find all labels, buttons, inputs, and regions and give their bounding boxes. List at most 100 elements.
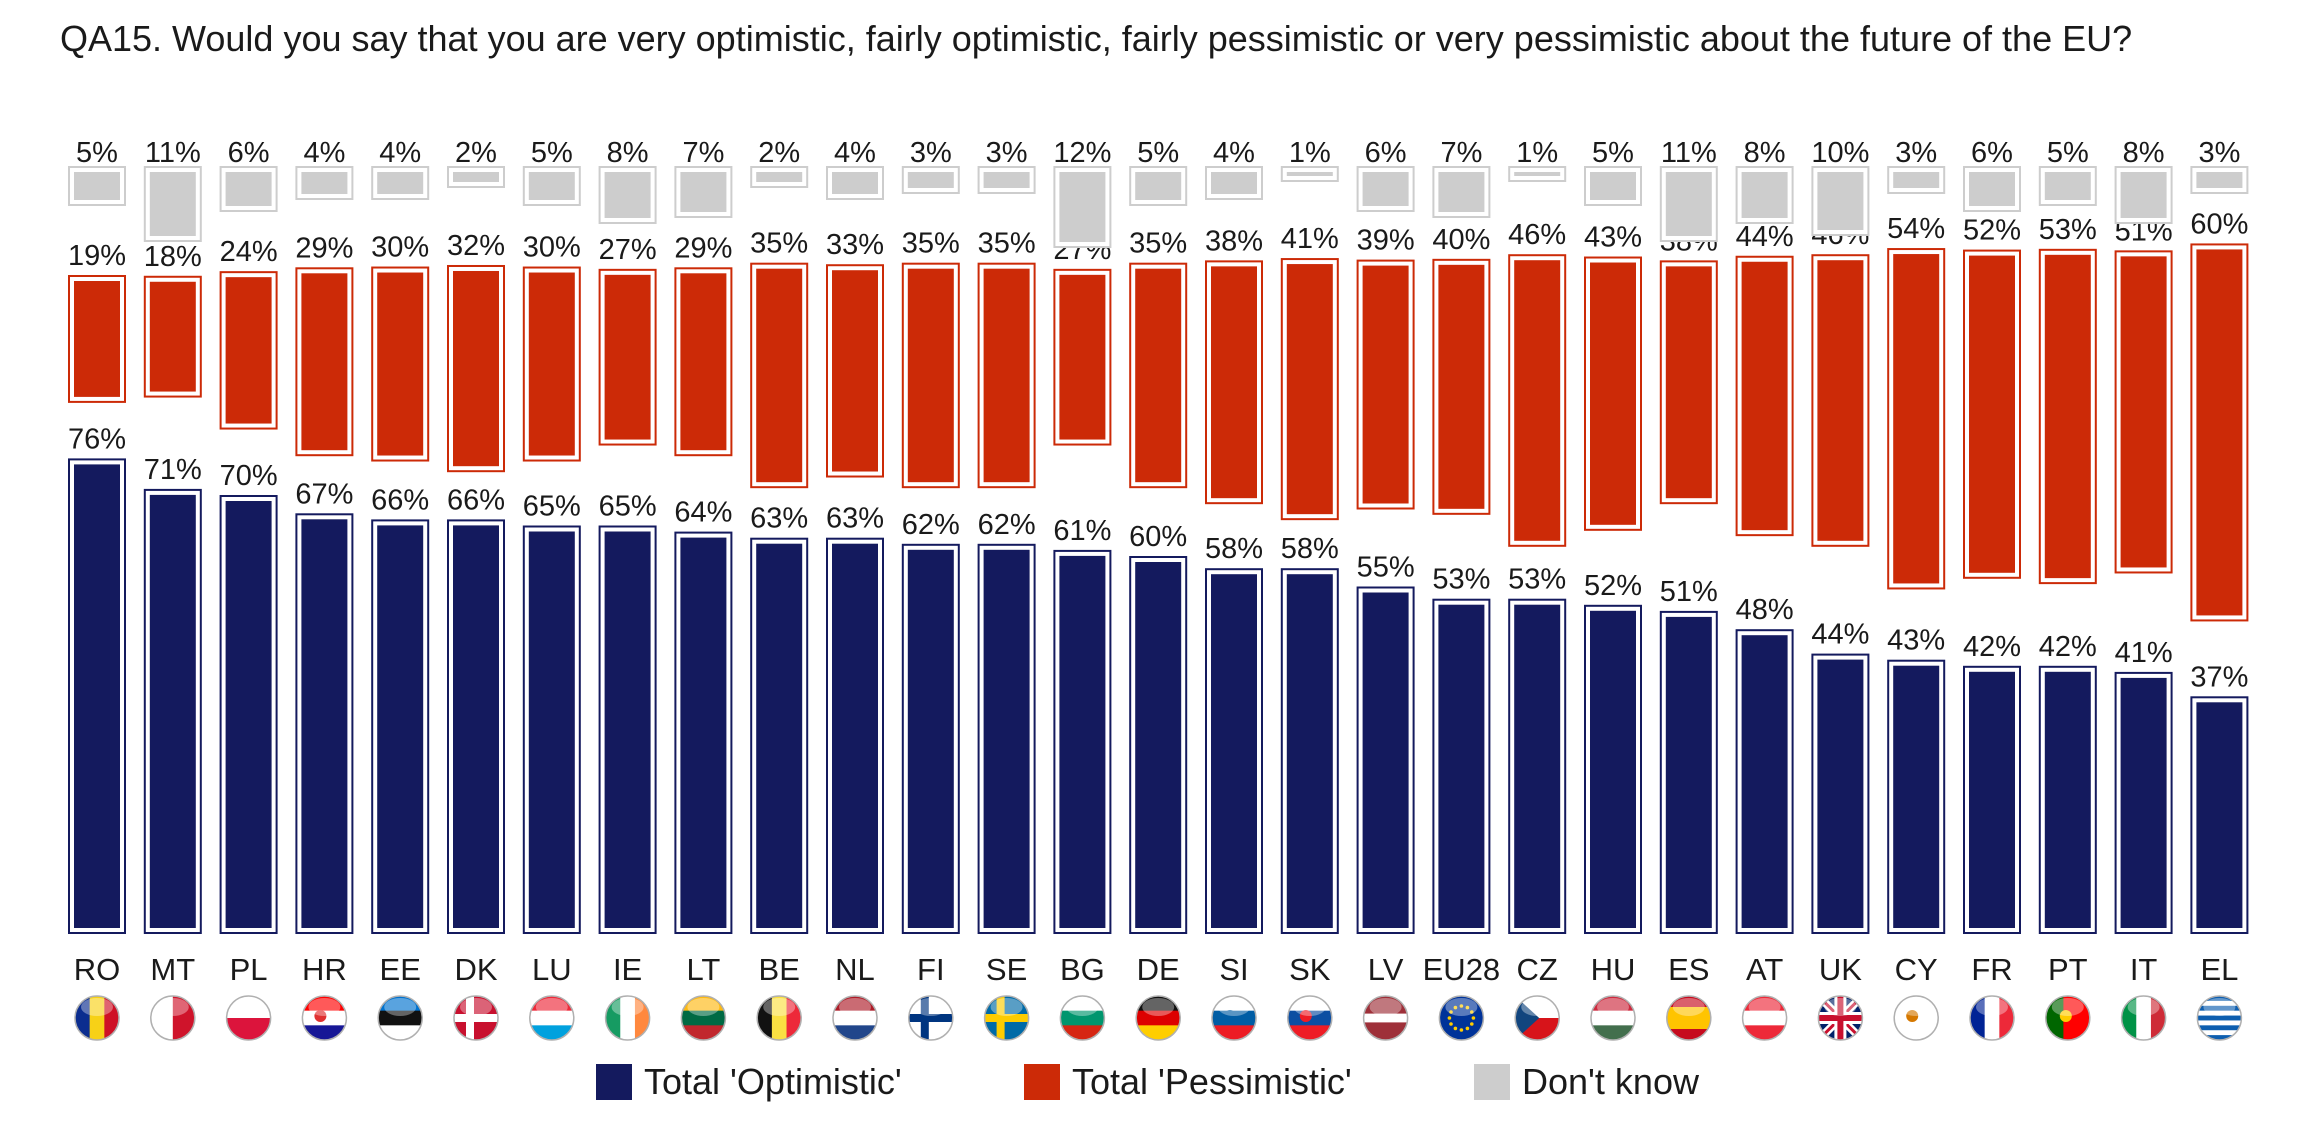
label-optimistic-ee: 66% (371, 484, 429, 516)
label-dont-know-ro: 5% (76, 137, 118, 169)
bar-optimistic-lu (528, 531, 575, 928)
label-dont-know-sk: 1% (1289, 137, 1331, 169)
bar-optimistic-pl (225, 501, 272, 928)
label-dont-know-es: 11% (1661, 137, 1717, 169)
category-label-si: SI (1219, 952, 1248, 987)
label-dont-know-fi: 3% (910, 137, 952, 169)
label-dont-know-uk: 10% (1811, 137, 1869, 169)
bar-optimistic-fi (907, 549, 954, 928)
bar-optimistic-uk (1817, 659, 1864, 928)
bar-dont-know-lt (680, 172, 727, 212)
legend-label-dont-know: Don't know (1522, 1061, 1699, 1102)
category-label-be: BE (759, 952, 800, 987)
bar-optimistic-bg (1059, 555, 1106, 928)
label-optimistic-es: 51% (1660, 576, 1718, 608)
bar-optimistic-ro (74, 464, 120, 928)
label-optimistic-pl: 70% (220, 460, 278, 492)
bar-optimistic-es (1665, 616, 1712, 928)
category-label-pl: PL (230, 952, 268, 987)
category-label-lt: LT (686, 952, 720, 987)
bar-pessimistic-uk (1817, 260, 1864, 541)
bar-optimistic-el (2196, 702, 2243, 928)
label-pessimistic-se: 35% (978, 228, 1036, 260)
category-label-uk: UK (1819, 952, 1862, 987)
malta-flag-icon-ring (150, 995, 196, 1041)
label-dont-know-bg: 12% (1053, 137, 1111, 169)
bar-dont-know-mt (149, 172, 196, 236)
label-dont-know-be: 2% (758, 137, 800, 169)
italy-flag-icon-ring (2120, 995, 2167, 1041)
legend-label-pessimistic: Total 'Pessimistic' (1072, 1061, 1352, 1102)
bar-pessimistic-ie (604, 274, 651, 440)
slovakia-flag-icon-ring (1287, 995, 1333, 1041)
bar-optimistic-cz (1514, 604, 1561, 928)
label-optimistic-ie: 65% (599, 491, 657, 523)
bar-pessimistic-si (1211, 266, 1257, 499)
slovakia-flag-icon (1287, 996, 1332, 1040)
label-dont-know-pt: 5% (2047, 137, 2089, 169)
category-label-fi: FI (917, 952, 945, 987)
label-dont-know-cz: 1% (1516, 137, 1558, 169)
belgium-flag-icon-ring (756, 995, 802, 1041)
label-dont-know-ee: 4% (379, 137, 421, 169)
label-optimistic-ro: 76% (68, 423, 126, 455)
austria-flag-icon-ring (1741, 995, 1788, 1041)
bar-optimistic-hr (301, 519, 348, 928)
bar-pessimistic-pl (225, 277, 272, 424)
slovenia-flag-icon-ring (1211, 995, 1257, 1041)
category-label-eu28: EU28 (1423, 952, 1501, 987)
category-label-pt: PT (2048, 952, 2088, 987)
label-optimistic-bg: 61% (1053, 515, 1111, 547)
bar-optimistic-si (1211, 574, 1257, 928)
label-optimistic-fi: 62% (902, 509, 960, 541)
label-pessimistic-eu28: 40% (1432, 224, 1490, 256)
cyprus-flag-icon-ring (1893, 995, 1939, 1041)
category-label-bg: BG (1060, 952, 1105, 987)
latvia-flag-icon-ring (1362, 995, 1409, 1041)
spain-flag-icon (1666, 996, 1711, 1040)
bar-optimistic-mt (149, 494, 196, 928)
croatia-flag-icon (302, 996, 347, 1040)
bar-dont-know-lv (1362, 172, 1409, 206)
category-label-es: ES (1668, 952, 1709, 987)
label-dont-know-se: 3% (986, 137, 1028, 169)
sweden-flag-icon (984, 996, 1029, 1040)
label-optimistic-it: 41% (2115, 637, 2173, 669)
label-optimistic-cy: 43% (1887, 625, 1945, 657)
hungary-flag-icon-ring (1590, 995, 1636, 1041)
bar-dont-know-sk (1286, 172, 1333, 176)
bar-dont-know-bg (1059, 172, 1106, 242)
bar-pessimistic-de (1135, 268, 1182, 483)
label-dont-know-at: 8% (1744, 137, 1786, 169)
bar-pessimistic-it (2120, 256, 2167, 568)
chart-title: QA15. Would you say that you are very op… (60, 18, 2133, 59)
label-pessimistic-ie: 27% (599, 234, 657, 266)
bar-pessimistic-cy (1893, 254, 1940, 584)
label-dont-know-hu: 5% (1592, 137, 1634, 169)
bar-pessimistic-es (1665, 266, 1712, 499)
category-label-hu: HU (1591, 952, 1636, 987)
label-optimistic-lv: 55% (1357, 552, 1415, 584)
sweden-flag-icon-ring (983, 995, 1030, 1041)
bar-dont-know-be (756, 172, 803, 182)
ireland-flag-icon-ring (604, 995, 651, 1041)
bar-dont-know-fr (1969, 172, 2015, 206)
bar-pessimistic-ro (74, 281, 120, 397)
label-pessimistic-hu: 43% (1584, 222, 1642, 254)
legend: Total 'Optimistic' Total 'Pessimistic' D… (0, 1062, 2301, 1108)
legend-item-optimistic: Total 'Optimistic' (596, 1062, 902, 1102)
label-optimistic-mt: 71% (144, 454, 202, 486)
bar-dont-know-el (2196, 172, 2243, 188)
label-dont-know-ie: 8% (607, 137, 649, 169)
label-optimistic-eu28: 53% (1432, 564, 1490, 596)
bar-optimistic-de (1135, 562, 1182, 928)
label-pessimistic-el: 60% (2190, 208, 2248, 240)
category-label-it: IT (2130, 952, 2158, 987)
label-pessimistic-cy: 54% (1887, 213, 1945, 245)
legend-item-pessimistic: Total 'Pessimistic' (1024, 1062, 1352, 1102)
portugal-flag-icon-ring (2045, 995, 2091, 1041)
bar-optimistic-pt (2044, 671, 2091, 928)
bar-dont-know-pt (2044, 172, 2091, 200)
croatia-flag-icon-ring (301, 995, 348, 1041)
